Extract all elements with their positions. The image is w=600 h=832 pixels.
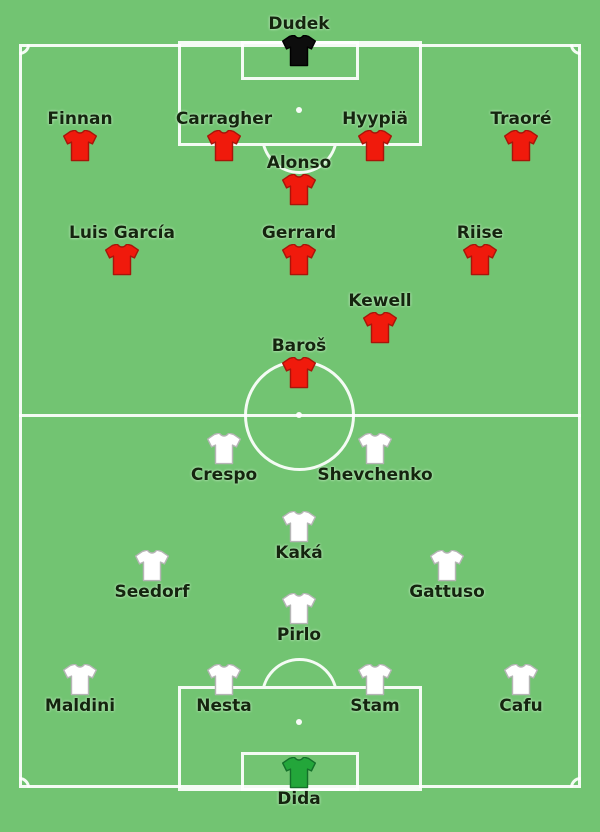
shirt-icon — [104, 244, 140, 276]
player-name-label: Crespo — [190, 465, 258, 485]
player-token[interactable]: Stam — [300, 664, 450, 716]
shirt-icon — [357, 130, 393, 162]
shirt-icon — [281, 593, 317, 625]
player-name-label: Dida — [277, 789, 321, 809]
player-token[interactable]: Finnan — [5, 110, 155, 162]
player-name-label: Shevchenko — [317, 465, 433, 485]
player-name-label: Gattuso — [409, 582, 485, 602]
player-token[interactable]: Nesta — [149, 664, 299, 716]
player-name-label: Alonso — [266, 153, 332, 173]
player-token[interactable]: Riise — [405, 224, 555, 276]
player-name-label: Luis García — [69, 223, 175, 243]
penalty-spot-top — [296, 107, 302, 113]
shirt-icon — [281, 357, 317, 389]
player-name-label: Maldini — [44, 696, 116, 716]
player-token[interactable]: Crespo — [149, 433, 299, 485]
corner-arc-bottom-left — [19, 777, 30, 788]
shirt-icon — [206, 664, 242, 696]
shirt-icon — [357, 433, 393, 465]
player-token[interactable]: Carragher — [149, 110, 299, 162]
player-name-label: Seedorf — [114, 582, 190, 602]
player-token[interactable]: Traoré — [446, 110, 596, 162]
player-token[interactable]: Cafu — [446, 664, 596, 716]
shirt-icon — [206, 433, 242, 465]
shirt-icon — [62, 130, 98, 162]
player-name-label: Traoré — [490, 109, 552, 129]
player-name-label: Nesta — [196, 696, 252, 716]
shirt-icon — [281, 174, 317, 206]
player-name-label: Gerrard — [261, 223, 337, 243]
player-name-label: Riise — [456, 223, 504, 243]
shirt-icon — [281, 244, 317, 276]
player-name-label: Finnan — [47, 109, 113, 129]
player-token[interactable]: Kaká — [224, 511, 374, 563]
player-token[interactable]: Gattuso — [372, 550, 522, 602]
player-name-label: Kaká — [275, 543, 323, 563]
shirt-icon — [206, 130, 242, 162]
player-token[interactable]: Alonso — [224, 154, 374, 206]
player-name-label: Pirlo — [276, 625, 322, 645]
player-token[interactable]: Maldini — [5, 664, 155, 716]
shirt-icon — [503, 130, 539, 162]
shirt-icon — [281, 35, 317, 67]
corner-arc-top-right — [570, 44, 581, 55]
player-token[interactable]: Dida — [224, 757, 374, 809]
player-token[interactable]: Shevchenko — [300, 433, 450, 485]
shirt-icon — [281, 757, 317, 789]
corner-arc-top-left — [19, 44, 30, 55]
player-name-label: Hyypiä — [342, 109, 408, 129]
goal-area-bottom — [241, 752, 359, 791]
corner-arc-bottom-right — [570, 777, 581, 788]
player-name-label: Kewell — [348, 291, 412, 311]
shirt-icon — [429, 550, 465, 582]
center-spot — [296, 412, 302, 418]
penalty-spot-bottom — [296, 719, 302, 725]
shirt-icon — [281, 511, 317, 543]
shirt-icon — [357, 664, 393, 696]
shirt-icon — [462, 244, 498, 276]
player-token[interactable]: Luis García — [47, 224, 197, 276]
player-name-label: Stam — [350, 696, 400, 716]
player-token[interactable]: Pirlo — [224, 593, 374, 645]
player-name-label: Dudek — [268, 14, 330, 34]
player-name-label: Cafu — [499, 696, 543, 716]
player-token[interactable]: Baroš — [224, 337, 374, 389]
player-name-label: Carragher — [175, 109, 273, 129]
player-token[interactable]: Hyypiä — [300, 110, 450, 162]
shirt-icon — [62, 664, 98, 696]
player-token[interactable]: Gerrard — [224, 224, 374, 276]
shirt-icon — [134, 550, 170, 582]
player-token[interactable]: Dudek — [224, 15, 374, 67]
player-token[interactable]: Kewell — [305, 292, 455, 344]
shirt-icon — [362, 312, 398, 344]
player-token[interactable]: Seedorf — [77, 550, 227, 602]
shirt-icon — [503, 664, 539, 696]
player-name-label: Baroš — [271, 336, 327, 356]
